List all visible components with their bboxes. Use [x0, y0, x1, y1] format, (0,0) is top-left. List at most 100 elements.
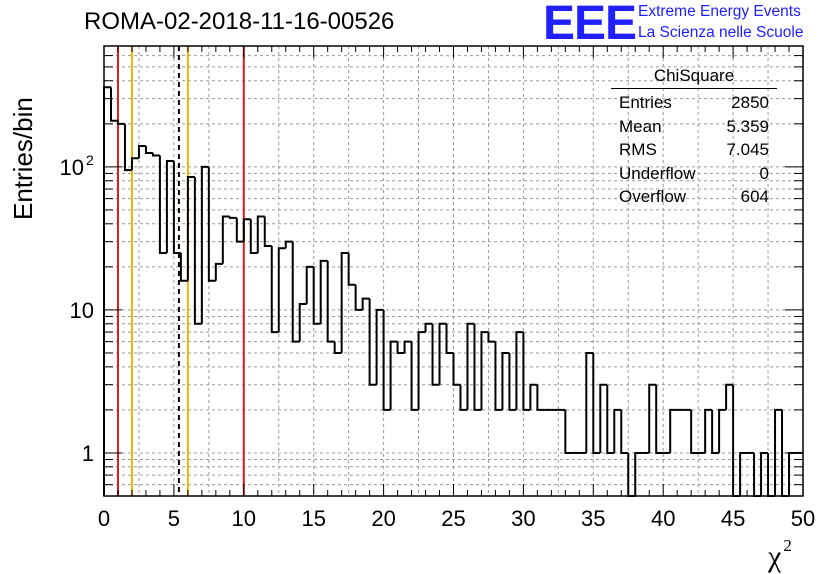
histogram-bin: [473, 323, 482, 411]
x-tick-label: 45: [721, 506, 745, 531]
histogram-bin: [732, 384, 741, 497]
histogram-bin: [739, 451, 748, 496]
histogram-bin: [144, 145, 153, 155]
histogram-bin: [585, 351, 594, 453]
stats-value: 5.359: [726, 116, 769, 136]
histogram-bin: [774, 408, 783, 496]
histogram-bin: [690, 409, 699, 454]
histogram-bin: [256, 215, 265, 253]
histogram-bin: [109, 87, 118, 122]
histogram-bin: [137, 144, 146, 159]
histogram-bin: [193, 176, 202, 325]
histogram-bin: [291, 241, 300, 343]
histogram-bin: [263, 216, 272, 247]
histogram-bin: [452, 352, 461, 386]
histogram-bin: [298, 302, 307, 342]
histogram-bin: [249, 219, 258, 254]
histogram-bin: [179, 252, 188, 282]
histogram-bin: [242, 218, 251, 242]
stats-label: Underflow: [619, 163, 696, 183]
histogram-bin: [375, 308, 384, 385]
histogram-bin: [165, 159, 174, 253]
stats-row-mean: Mean 5.359: [611, 115, 777, 139]
stats-row-overflow: Overflow 604: [611, 185, 777, 209]
eee-logo: EEE: [543, 0, 637, 50]
histogram-bin: [487, 332, 496, 343]
histogram-bin: [613, 408, 622, 453]
histogram-bin: [130, 157, 139, 171]
y-tick-label-sup: 2: [86, 152, 94, 168]
x-tick-label: 20: [371, 506, 395, 531]
stats-row-entries: Entries 2850: [611, 91, 777, 115]
logo-line-1: Extreme Energy Events: [638, 3, 801, 20]
histogram-bin: [305, 265, 314, 304]
stats-title: ChiSquare: [611, 66, 777, 89]
x-tick-label: 5: [168, 506, 180, 531]
stats-value: 604: [740, 187, 769, 206]
histogram-bin: [438, 322, 447, 385]
histogram-bin: [312, 266, 321, 325]
histogram-bin: [403, 340, 412, 353]
histogram-bin: [669, 408, 678, 453]
histogram-bin: [536, 384, 545, 411]
y-tick-label: 10: [70, 298, 94, 323]
histogram-bin: [200, 165, 209, 324]
x-axis-label-base: χ: [768, 540, 782, 573]
histogram-bin: [116, 120, 125, 125]
histogram-bin: [382, 309, 391, 411]
stats-label: Overflow: [619, 187, 687, 206]
stats-label: RMS: [619, 140, 657, 159]
histogram-bin: [284, 240, 293, 249]
y-tick-label: 10: [60, 155, 84, 180]
x-tick-label: 30: [511, 506, 535, 531]
histogram-bin: [445, 323, 454, 354]
histogram-bin: [270, 245, 279, 334]
histogram-bin: [634, 451, 643, 496]
histogram-bin: [172, 160, 181, 254]
stats-value: 7.045: [726, 140, 769, 159]
histogram-bin: [186, 175, 195, 281]
histogram-bin: [655, 384, 664, 454]
x-tick-label: 0: [98, 506, 110, 531]
histogram-bin: [459, 384, 468, 411]
histogram-bin: [326, 260, 335, 343]
histogram-bin: [466, 322, 475, 410]
y-axis-label: Entries/bin: [8, 97, 38, 220]
histogram-bin: [648, 383, 657, 453]
histogram-bin: [396, 341, 405, 354]
histogram-bin: [410, 341, 419, 411]
histogram-bin: [494, 341, 503, 411]
histogram-bin: [704, 408, 713, 453]
histogram-bin: [368, 298, 377, 386]
x-tick-label: 35: [581, 506, 605, 531]
histogram-bin: [529, 383, 538, 410]
x-axis-label-sup: 2: [783, 536, 792, 555]
logo-line-2: La Scienza nelle Scuole: [638, 24, 804, 41]
histogram-bin: [103, 86, 111, 496]
histogram-bin: [354, 284, 363, 311]
histogram-bin: [123, 123, 132, 172]
histogram-bin: [319, 259, 328, 324]
histogram-bin: [158, 155, 167, 254]
histogram-bin: [606, 384, 615, 454]
chart-title: ROMA-02-2018-11-16-00526: [84, 8, 395, 35]
stats-row-underflow: Underflow 0: [611, 162, 777, 186]
stats-row-rms: RMS 7.045: [611, 138, 777, 162]
histogram-bin: [417, 331, 426, 410]
x-tick-label: 50: [791, 506, 815, 531]
histogram-bin: [711, 409, 720, 454]
histogram-bin: [620, 409, 629, 454]
histogram-bin: [564, 409, 573, 454]
histogram-bin: [599, 383, 608, 453]
histogram-bin: [235, 217, 244, 243]
stats-value: 0: [759, 163, 769, 183]
histogram-bin: [508, 352, 517, 411]
histogram-bin: [221, 215, 230, 264]
histogram-bin: [431, 323, 440, 386]
histogram-bin: [151, 153, 160, 157]
histogram-bin: [718, 408, 727, 453]
x-tick-label: 15: [301, 506, 325, 531]
histogram-bin: [207, 166, 216, 282]
